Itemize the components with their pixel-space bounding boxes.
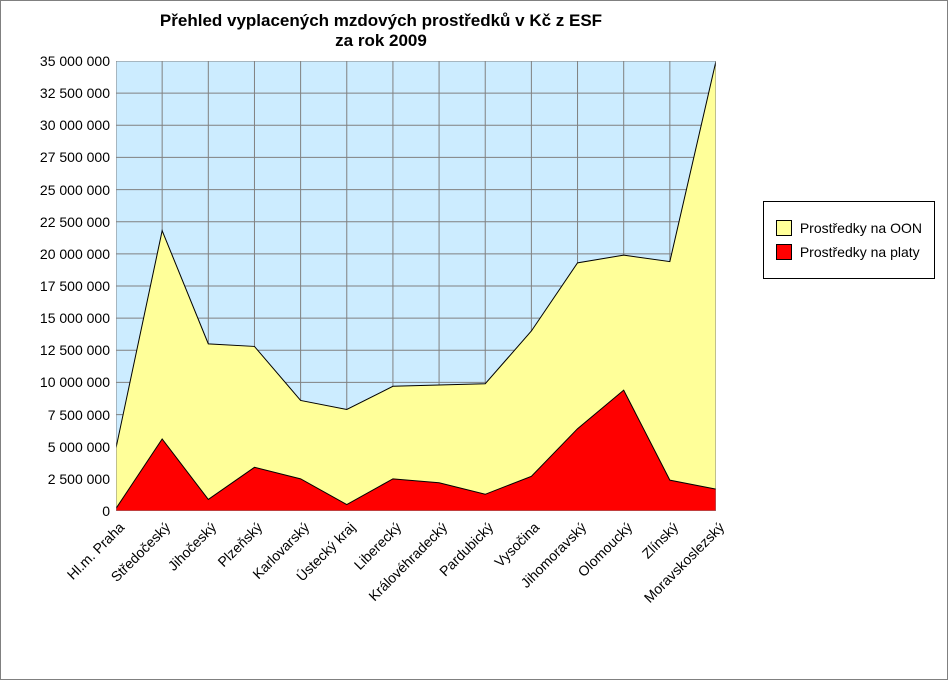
legend: Prostředky na OON Prostředky na platy (763, 201, 935, 279)
y-tick-label: 35 000 000 (40, 53, 110, 69)
legend-label: Prostředky na OON (800, 220, 922, 236)
chart-container: Přehled vyplacených mzdových prostředků … (0, 0, 948, 680)
y-tick-label: 22 500 000 (40, 214, 110, 230)
y-tick-label: 5 000 000 (48, 439, 110, 455)
x-tick-label: Jihočeský (165, 519, 220, 574)
plot-svg (116, 61, 716, 511)
x-tick-label: Zlínský (638, 519, 681, 562)
x-tick-label: Moravskoslezský (641, 519, 728, 606)
x-tick-label: Královéhradecký (365, 519, 450, 604)
y-tick-label: 12 500 000 (40, 342, 110, 358)
plot-area: 02 500 0005 000 0007 500 00010 000 00012… (116, 61, 716, 511)
legend-item: Prostředky na platy (776, 244, 922, 260)
y-tick-label: 30 000 000 (40, 117, 110, 133)
y-tick-label: 27 500 000 (40, 149, 110, 165)
chart-title-line1: Přehled vyplacených mzdových prostředků … (160, 11, 602, 30)
legend-swatch (776, 220, 792, 236)
y-tick-label: 0 (102, 503, 110, 519)
legend-label: Prostředky na platy (800, 244, 920, 260)
legend-swatch (776, 244, 792, 260)
y-tick-label: 17 500 000 (40, 278, 110, 294)
y-tick-label: 2 500 000 (48, 471, 110, 487)
y-tick-label: 25 000 000 (40, 182, 110, 198)
y-tick-label: 10 000 000 (40, 374, 110, 390)
chart-title: Přehled vyplacených mzdových prostředků … (1, 11, 761, 52)
y-tick-label: 15 000 000 (40, 310, 110, 326)
y-tick-label: 32 500 000 (40, 85, 110, 101)
y-tick-label: 7 500 000 (48, 407, 110, 423)
y-tick-label: 20 000 000 (40, 246, 110, 262)
legend-item: Prostředky na OON (776, 220, 922, 236)
chart-title-line2: za rok 2009 (335, 31, 427, 50)
